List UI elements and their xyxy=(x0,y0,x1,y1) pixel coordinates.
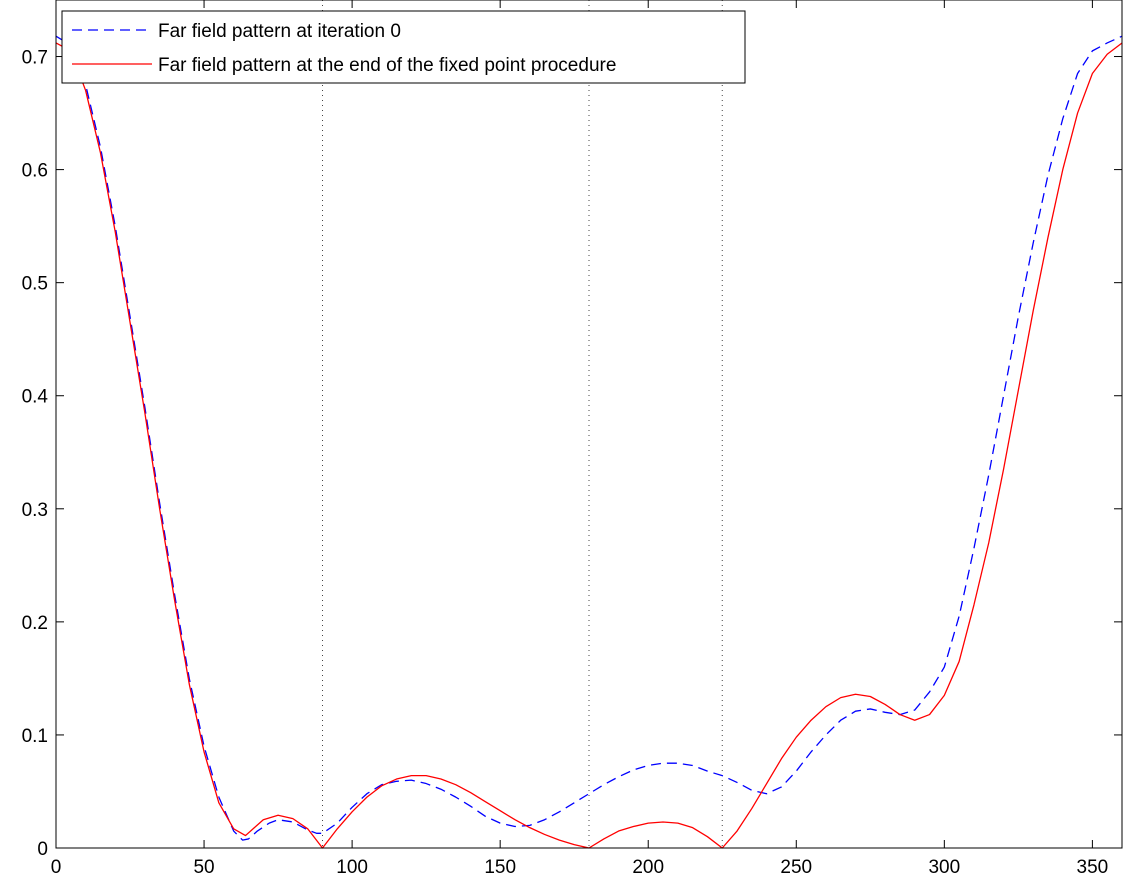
x-tick-label-7: 350 xyxy=(1077,857,1109,878)
y-tick-label-2: 0.2 xyxy=(22,613,48,634)
y-tick-label-0: 0 xyxy=(37,839,48,860)
y-tick-label-3: 0.3 xyxy=(22,500,48,521)
legend-label-1: Far field pattern at the end of the fixe… xyxy=(158,55,616,76)
x-tick-label-1: 50 xyxy=(193,857,214,878)
x-tick-label-4: 200 xyxy=(632,857,664,878)
y-tick-label-7: 0.7 xyxy=(22,48,48,69)
y-tick-label-6: 0.6 xyxy=(22,161,48,182)
x-tick-label-3: 150 xyxy=(484,857,516,878)
x-tick-label-6: 300 xyxy=(928,857,960,878)
series-line-1 xyxy=(55,42,1123,849)
legend: Far field pattern at iteration 0 Far fiel… xyxy=(61,10,746,84)
y-tick-label-1: 0.1 xyxy=(22,726,48,747)
series-line-0 xyxy=(55,35,1123,841)
y-tick-label-4: 0.4 xyxy=(22,387,49,408)
plot-area xyxy=(56,0,1122,848)
axes: 0 50 100 150 200 250 300 350 0 0.1 0.2 0.3 0.4 0.5 0.6… xyxy=(22,0,1123,878)
series-layer xyxy=(55,35,1123,849)
x-tick-label-5: 250 xyxy=(780,857,812,878)
x-tick-label-0: 0 xyxy=(51,857,62,878)
x-tick-label-2: 100 xyxy=(336,857,368,878)
y-tick-label-5: 0.5 xyxy=(22,274,48,295)
axes-frame xyxy=(55,0,1123,849)
legend-label-0: Far field pattern at iteration 0 xyxy=(158,21,401,42)
legend-box xyxy=(61,10,746,84)
